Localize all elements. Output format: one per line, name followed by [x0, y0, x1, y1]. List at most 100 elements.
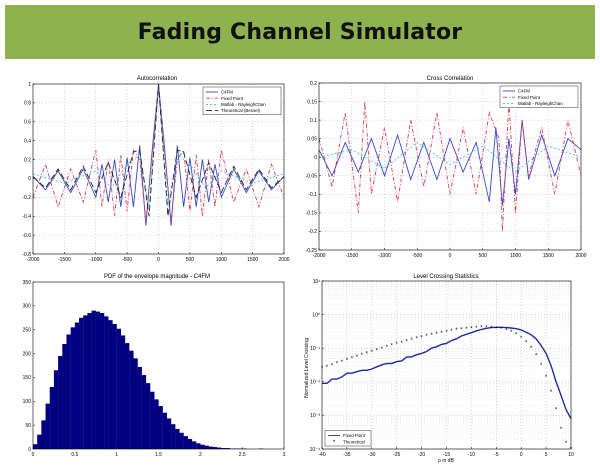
- legend-label: Theoretical (Bessel): [221, 108, 261, 113]
- histogram-bar: [95, 311, 101, 449]
- x-tick-label: 5: [545, 452, 548, 458]
- series-marker: *: [525, 340, 528, 346]
- series-marker: *: [391, 344, 394, 350]
- series-marker: *: [505, 328, 508, 334]
- x-tick-label: -25: [393, 452, 400, 458]
- x-tick-label: -40: [318, 452, 325, 458]
- x-tick-label: 2000: [575, 253, 586, 259]
- histogram-bar: [99, 313, 105, 449]
- y-tick-label: 0.1: [310, 118, 317, 124]
- series-line: [318, 120, 582, 206]
- series-marker: *: [326, 365, 329, 371]
- x-tick-label: 1500: [247, 257, 258, 263]
- series-marker: *: [470, 326, 473, 332]
- x-axis-label: ρ in dB: [438, 458, 454, 464]
- chart-title: Level Crossing Statistics: [413, 274, 478, 280]
- y-tick-label: -0.1: [308, 192, 317, 198]
- cross-correlation-svg: Cross Correlation -2000 -1500 -1000 -500 0 50…: [306, 76, 587, 259]
- histogram-bar: [70, 327, 75, 449]
- series-marker: *: [540, 363, 543, 369]
- series-marker: *: [490, 326, 493, 332]
- x-tick-label: -5: [494, 452, 499, 458]
- histogram-bar: [66, 334, 71, 449]
- y-tick-label: 0.8: [24, 101, 31, 107]
- histogram-bar: [83, 315, 88, 449]
- histogram-bar: [204, 445, 209, 449]
- y-tick-label: -0.8: [22, 252, 31, 258]
- histogram-bar: [116, 328, 121, 449]
- histogram-bar: [45, 403, 50, 449]
- series-marker: *: [445, 330, 448, 336]
- chart-title: PDF of the envelope magnitude - C4FM: [104, 274, 210, 280]
- histogram-bar: [137, 366, 142, 449]
- pdf-histogram-svg: PDF of the envelope magnitude - C4FM 0 0.…: [23, 274, 286, 458]
- histogram-bar: [49, 386, 55, 449]
- legend-label: Matlab - RayleighChan: [221, 102, 266, 107]
- series-marker: *: [460, 327, 463, 333]
- series-marker: *: [510, 330, 513, 336]
- y-tick-label: -0.15: [306, 211, 318, 217]
- series-marker: *: [351, 357, 354, 363]
- histogram-bar: [74, 322, 80, 449]
- histogram-bar: [141, 375, 147, 449]
- y-tick-label: -0.2: [22, 195, 31, 201]
- series-marker: *: [366, 352, 369, 358]
- y-tick-label: 10⁰: [312, 312, 320, 318]
- chart-title: Cross Correlation: [427, 76, 474, 82]
- series-marker: *: [485, 326, 488, 332]
- x-tick-label: 2.5: [239, 452, 246, 458]
- series-marker: *: [336, 362, 339, 368]
- legend-label: Theoretical: [343, 439, 365, 444]
- legend-label: Fixed Point: [221, 96, 244, 101]
- y-tick-label: 10⁻³: [310, 413, 320, 419]
- level-crossing-chart: Level Crossing Statistics ρ in dB Normal…: [300, 268, 600, 465]
- y-tick-label: 0.15: [307, 99, 317, 105]
- x-tick-label: 10: [568, 452, 574, 458]
- legend-label: C4FM: [221, 90, 233, 95]
- series-marker: *: [550, 390, 553, 396]
- x-tick-label: -10: [468, 452, 475, 458]
- y-tick-label: -0.4: [22, 214, 31, 220]
- histogram-bar: [33, 444, 38, 449]
- y-tick-label: 350: [23, 280, 32, 286]
- series-marker: *: [465, 327, 468, 333]
- series-marker: *: [430, 333, 433, 339]
- histogram-bar: [225, 448, 230, 449]
- series-marker: *: [535, 354, 538, 360]
- histogram-bar: [200, 444, 205, 449]
- histogram-bar: [208, 446, 214, 449]
- y-tick-label: 0: [314, 155, 317, 161]
- x-tick-label: 0.5: [71, 452, 78, 458]
- series-marker: *: [545, 375, 548, 381]
- series-marker: *: [570, 447, 573, 453]
- histogram-bar: [158, 406, 163, 449]
- page-title: Fading Channel Simulator: [137, 19, 463, 45]
- series-marker: *: [321, 366, 324, 372]
- series-marker: *: [410, 338, 413, 344]
- histogram-bar: [125, 343, 130, 449]
- y-tick-label: -0.6: [22, 233, 31, 239]
- series-marker: *: [341, 360, 344, 366]
- series-marker: *: [420, 335, 423, 341]
- histogram-bar: [91, 310, 96, 449]
- y-tick-label: 250: [23, 328, 32, 334]
- y-tick-label: -0.2: [308, 229, 317, 235]
- series-marker: *: [565, 441, 568, 447]
- histogram-bar: [175, 428, 180, 449]
- histogram-bar: [187, 438, 193, 449]
- histogram-bar: [166, 418, 172, 449]
- x-tick-label: 1000: [216, 257, 227, 263]
- histogram-bar: [217, 447, 222, 449]
- x-tick-label: -1500: [345, 253, 358, 259]
- x-tick-label: -500: [122, 257, 132, 263]
- cross-correlation-chart: Cross Correlation -2000 -1500 -1000 -500 0 50…: [300, 70, 600, 260]
- series-line: [318, 141, 582, 173]
- x-tick-label: -1000: [378, 253, 391, 259]
- x-tick-label: 0: [520, 452, 523, 458]
- series-line: [318, 101, 582, 232]
- series-marker: *: [435, 332, 438, 338]
- x-tick-label: -500: [412, 253, 422, 259]
- histogram-bar: [196, 443, 201, 449]
- x-tick-label: -2000: [313, 253, 326, 259]
- series-marker: *: [356, 355, 359, 361]
